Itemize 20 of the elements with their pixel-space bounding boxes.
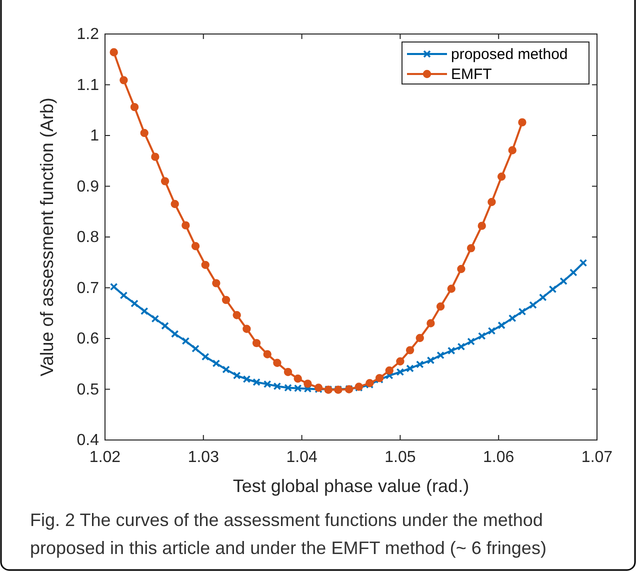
y-tick-label: 0.7 — [76, 280, 100, 297]
y-tick-label: 0.6 — [76, 330, 100, 348]
y-tick-label: 1.1 — [76, 76, 100, 94]
legend-label: EMFT — [451, 66, 492, 83]
x-tick-label: 1.02 — [89, 449, 121, 466]
x-tick-label: 1.04 — [286, 449, 318, 466]
x-tick-label: 1.05 — [384, 449, 416, 466]
x-tick-label: 1.07 — [581, 449, 613, 466]
legend-label: proposed method — [451, 46, 568, 63]
y-tick-label: 0.5 — [76, 381, 100, 398]
y-tick-label: 0.4 — [76, 432, 100, 449]
y-tick-label: 1 — [90, 128, 100, 144]
y-axis-title: Value of assessment function (Arb) — [37, 98, 57, 376]
x-tick-label: 1.06 — [483, 449, 514, 466]
y-tick-label: 1.2 — [76, 26, 100, 43]
x-axis-title: Test global phase value (rad.) — [232, 476, 470, 496]
y-tick-label: 0.9 — [76, 178, 100, 196]
caption: Fig. 2 The curves of the assessment functions under the method proposed in this article and under the EMFT method (~ 6 fringes) — [30, 510, 546, 558]
y-tick-label: 0.8 — [76, 229, 100, 246]
x-tick-label: 1.03 — [188, 449, 220, 466]
